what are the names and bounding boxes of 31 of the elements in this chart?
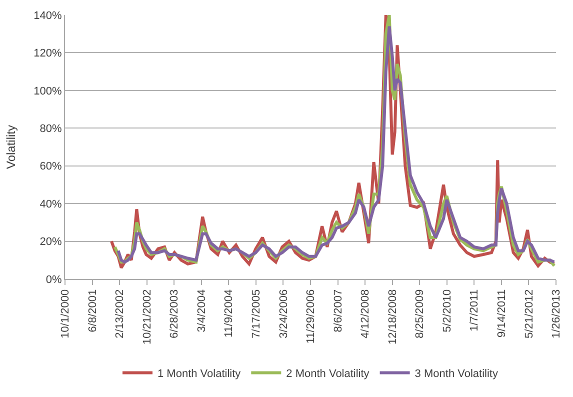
x-tick-label: 11/29/2006 — [305, 289, 318, 344]
x-tick-label: 8/25/2009 — [414, 289, 426, 338]
y-tick-label: 120% — [34, 48, 62, 60]
legend-label: 3 Month Volatility — [414, 368, 498, 380]
x-tick-label: 7/17/2005 — [250, 289, 263, 338]
x-tick-label: 1/7/2011 — [468, 289, 481, 332]
x-tick-label: 2/13/2002 — [114, 289, 126, 338]
x-tick-label: 12/18/2008 — [386, 289, 399, 344]
x-tick-label: 11/9/2004 — [223, 289, 236, 338]
x-tick-label: 9/14/2011 — [496, 289, 508, 338]
y-tick-label: 140% — [34, 10, 62, 22]
legend-label: 1 Month Volatility — [158, 368, 242, 380]
x-tick-label: 1/26/2013 — [550, 289, 563, 338]
x-tick-label: 4/12/2008 — [360, 289, 372, 338]
y-tick-label: 60% — [40, 160, 62, 173]
x-tick-label: 5/21/2012 — [523, 289, 536, 338]
x-tick-label: 10/1/2000 — [60, 289, 72, 338]
y-tick-label: 0% — [46, 274, 62, 286]
y-axis-title: Volatility — [4, 124, 18, 170]
x-tick-label: 3/24/2006 — [278, 289, 290, 338]
x-tick-label: 5/2/2010 — [441, 289, 454, 332]
x-tick-label: 6/28/2003 — [168, 289, 181, 338]
x-tick-label: 10/21/2002 — [141, 289, 154, 344]
y-tick-label: 80% — [40, 122, 62, 135]
y-tick-label: 40% — [40, 198, 62, 210]
y-tick-label: 100% — [34, 85, 62, 98]
x-tick-label: 3/4/2004 — [196, 289, 208, 332]
legend-label: 2 Month Volatility — [286, 368, 370, 380]
x-tick-label: 8/6/2007 — [332, 289, 344, 332]
y-tick-label: 20% — [40, 236, 62, 248]
x-tick-label: 6/8/2001 — [86, 289, 99, 332]
